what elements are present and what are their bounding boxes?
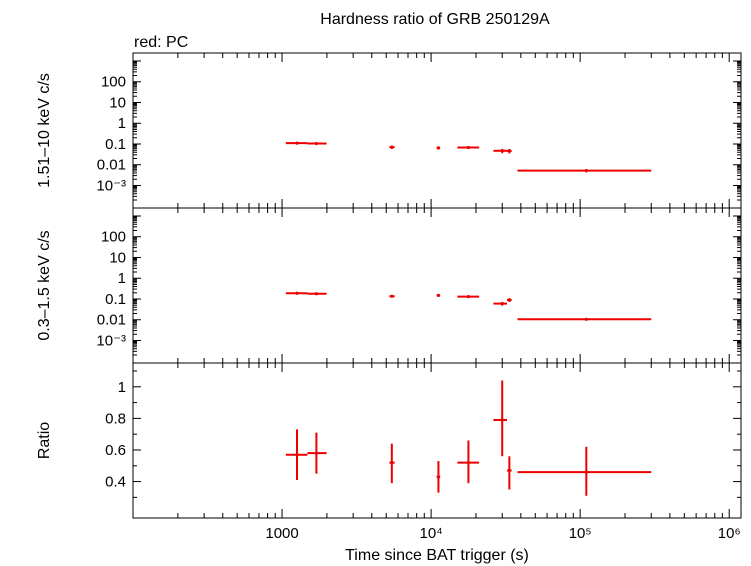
y-tick-label: 0.4 (105, 474, 126, 491)
data-point (493, 380, 507, 457)
data-point (506, 298, 512, 302)
y-tick-label: 10 (109, 94, 126, 111)
panel-middle: 100 10 1 0.1 0.01 10⁻³ 0.3–1.5 keV c/s (36, 207, 742, 364)
data-point (457, 440, 480, 484)
data-point (436, 146, 441, 150)
x-tick-label: 10⁶ (718, 525, 741, 542)
data-point (493, 301, 507, 306)
point-marker (500, 149, 504, 153)
y-tick-label: 10 (109, 249, 126, 266)
data-point (389, 443, 395, 484)
panel-bottom: 1 0.8 0.6 0.4 1000 10⁴ 10⁵ 10⁶ Ratio (36, 362, 742, 542)
y-tick-label: 10⁻³ (96, 177, 126, 194)
point-marker (584, 317, 588, 321)
point-marker (584, 169, 588, 173)
point-marker (295, 453, 299, 457)
point-marker (436, 293, 441, 297)
y-tick-label: 1 (118, 379, 126, 396)
plot-frame (132, 207, 742, 364)
point-marker (500, 418, 504, 422)
data-point (307, 141, 327, 146)
data-point (506, 456, 512, 490)
chart-title: Hardness ratio of GRB 250129A (320, 11, 550, 28)
x-tick-label: 10⁴ (420, 525, 443, 542)
y-tick-label: 0.01 (97, 312, 126, 329)
plot-frame (132, 52, 742, 209)
point-marker (507, 298, 511, 302)
x-tick-label: 1000 (265, 525, 298, 542)
y-tick-label: 0.8 (105, 410, 126, 427)
point-marker (466, 295, 471, 299)
point-marker (436, 146, 441, 150)
legend-label: red: PC (134, 34, 188, 51)
data-point (307, 432, 327, 474)
data-point (389, 294, 395, 298)
data-point (285, 429, 308, 480)
data-point (389, 145, 395, 149)
point-marker (314, 141, 318, 146)
point-marker (314, 451, 318, 455)
point-marker (507, 149, 511, 153)
data-point (517, 169, 652, 173)
point-marker (500, 302, 504, 306)
point-marker (295, 291, 299, 295)
panel-top: 100 10 1 0.1 0.01 10⁻³ 1.51–10 keV c/s (36, 52, 742, 209)
x-axis-label: Time since BAT trigger (s) (345, 547, 529, 564)
y-tick-label: 100 (101, 229, 126, 246)
data-point (457, 145, 480, 150)
y-tick-label: 1 (118, 115, 126, 132)
point-marker (584, 470, 588, 474)
point-marker (314, 292, 318, 296)
data-point (436, 293, 441, 297)
point-marker (390, 461, 394, 465)
y-tick-label: 0.1 (105, 291, 126, 308)
point-marker (390, 145, 394, 149)
y-tick-label: 100 (101, 74, 126, 91)
y-tick-label: 0.01 (97, 157, 126, 174)
data-point (285, 141, 308, 145)
point-marker (436, 475, 441, 479)
data-point (436, 461, 441, 493)
data-point (285, 291, 308, 295)
y-tick-label: 1 (118, 270, 126, 287)
point-marker (295, 141, 299, 145)
data-point (307, 292, 327, 296)
y-tick-label: 0.1 (105, 136, 126, 153)
plot-frame (132, 362, 742, 519)
y-axis-label: 1.51–10 keV c/s (36, 73, 53, 188)
chart-panels: 100 10 1 0.1 0.01 10⁻³ 1.51–10 keV c/s 100 10 1 0.… (36, 52, 742, 542)
y-tick-label: 10⁻³ (96, 332, 126, 349)
y-axis-label: 0.3–1.5 keV c/s (36, 230, 53, 340)
data-point (517, 446, 652, 496)
point-marker (390, 294, 394, 298)
point-marker (507, 468, 511, 473)
point-marker (466, 461, 471, 465)
data-point (457, 295, 480, 299)
x-tick-label: 10⁵ (569, 525, 592, 542)
data-point (517, 317, 652, 321)
y-tick-label: 0.6 (105, 442, 126, 459)
y-axis-label: Ratio (36, 422, 53, 459)
point-marker (466, 145, 471, 150)
data-point (493, 148, 507, 154)
data-point (506, 148, 512, 154)
